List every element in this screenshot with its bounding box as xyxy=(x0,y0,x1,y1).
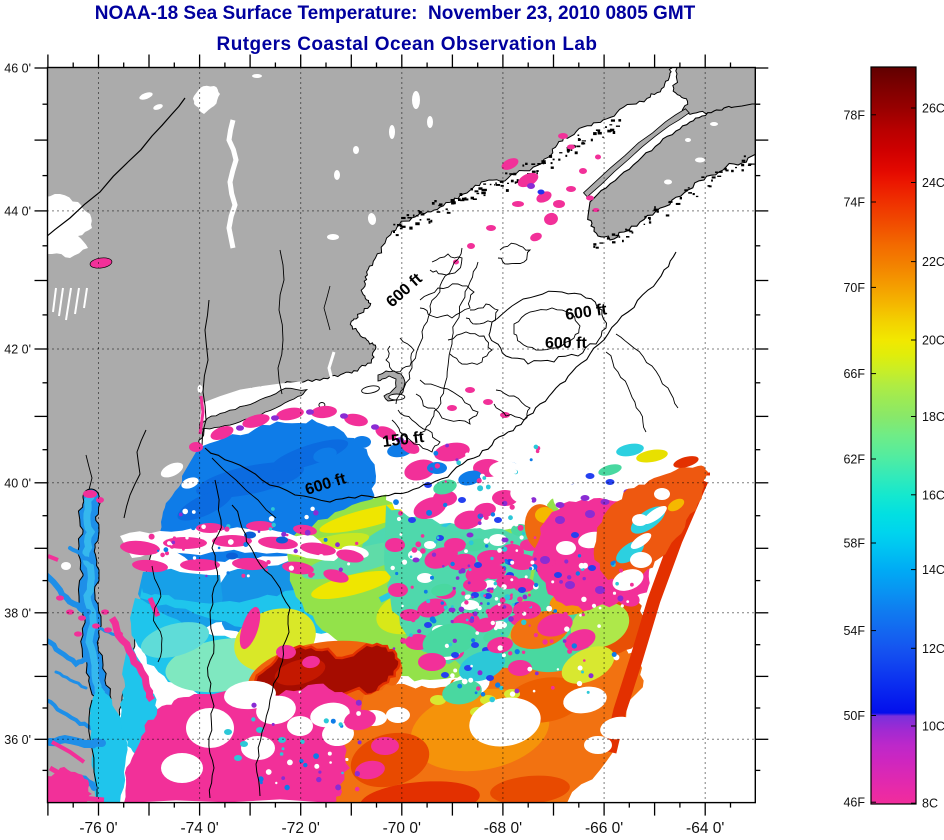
svg-text:46 0': 46 0' xyxy=(4,62,31,76)
svg-text:62F: 62F xyxy=(843,453,865,467)
svg-text:20C: 20C xyxy=(922,334,944,348)
svg-text:58F: 58F xyxy=(843,537,865,551)
svg-text:46F: 46F xyxy=(843,796,865,810)
svg-text:NOAA-18 Sea Surface Temperatur: NOAA-18 Sea Surface Temperature: Novembe… xyxy=(95,3,696,24)
svg-text:600 ft: 600 ft xyxy=(545,335,587,352)
svg-text:8C: 8C xyxy=(922,797,938,811)
svg-text:38 0': 38 0' xyxy=(4,606,31,620)
svg-text:66F: 66F xyxy=(843,367,865,381)
svg-text:40 0': 40 0' xyxy=(4,476,31,490)
svg-text:36 0': 36 0' xyxy=(4,733,31,747)
svg-text:54F: 54F xyxy=(843,624,865,638)
svg-text:10C: 10C xyxy=(922,720,944,734)
svg-text:22C: 22C xyxy=(922,255,944,269)
svg-text:44 0': 44 0' xyxy=(4,204,31,218)
svg-text:42 0': 42 0' xyxy=(4,343,31,357)
svg-text:150 ft: 150 ft xyxy=(381,429,425,451)
svg-text:26C: 26C xyxy=(922,102,944,116)
svg-text:18C: 18C xyxy=(922,410,944,424)
svg-text:24C: 24C xyxy=(922,176,944,190)
svg-text:Rutgers Coastal Ocean Observat: Rutgers Coastal Ocean Observation Lab xyxy=(217,34,598,55)
svg-text:70F: 70F xyxy=(843,281,865,295)
svg-text:50F: 50F xyxy=(843,709,865,723)
svg-text:-76 0': -76 0' xyxy=(79,820,117,837)
svg-text:74F: 74F xyxy=(843,196,865,210)
svg-text:-70 0': -70 0' xyxy=(383,820,421,837)
svg-text:-72 0': -72 0' xyxy=(282,820,320,837)
svg-text:-64 0': -64 0' xyxy=(686,820,724,837)
svg-text:-74 0': -74 0' xyxy=(180,820,218,837)
svg-text:78F: 78F xyxy=(843,108,865,122)
svg-text:12C: 12C xyxy=(922,642,944,656)
svg-text:-66 0': -66 0' xyxy=(585,820,623,837)
svg-text:-68 0': -68 0' xyxy=(484,820,522,837)
svg-text:14C: 14C xyxy=(922,563,944,577)
svg-text:600 ft: 600 ft xyxy=(564,301,608,324)
svg-text:16C: 16C xyxy=(922,488,944,502)
